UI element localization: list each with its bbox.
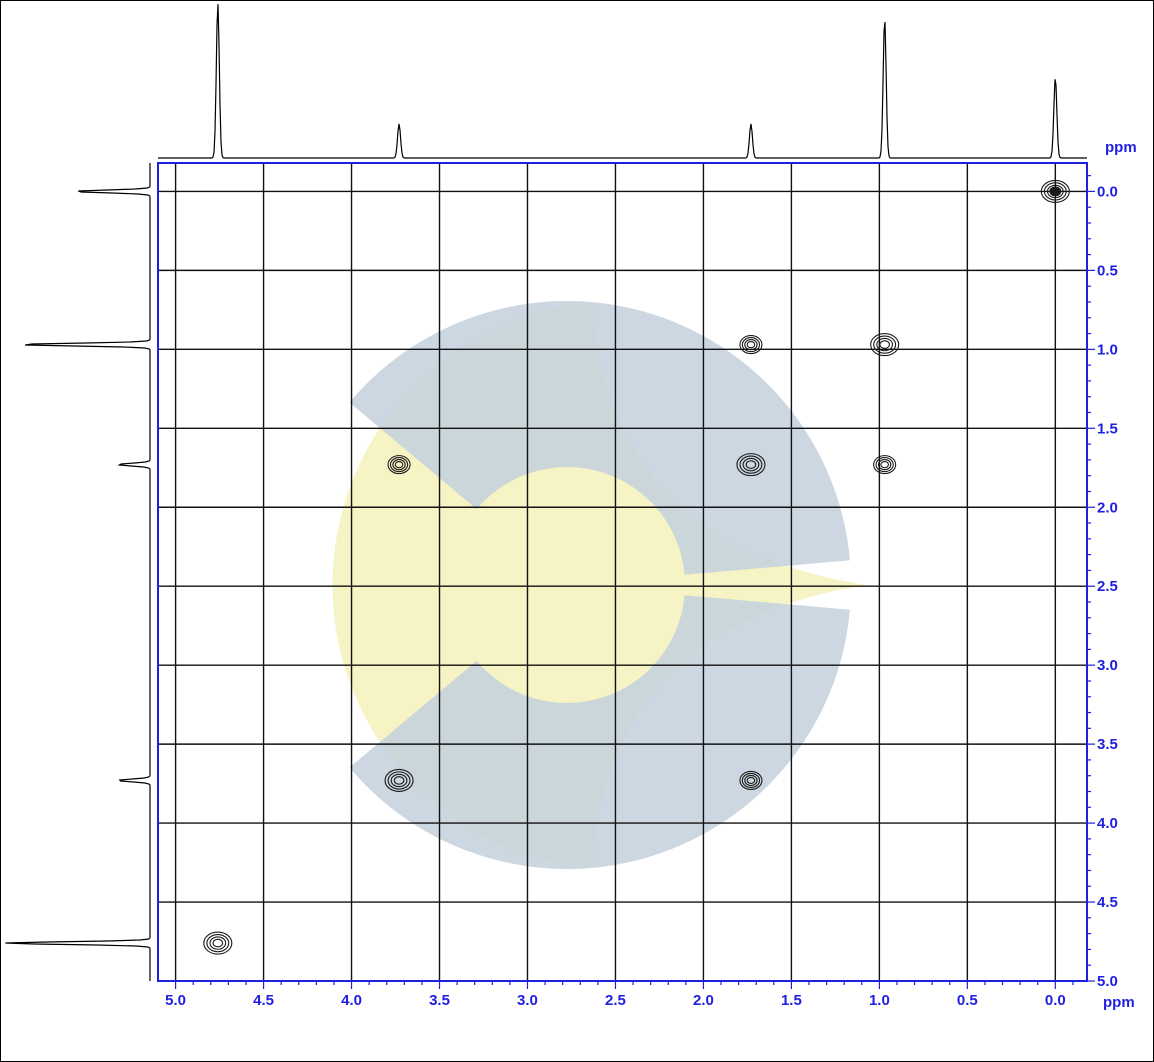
- top-projection-spectrum: [158, 4, 1087, 159]
- contour-ring: [744, 339, 758, 351]
- contour-ring: [741, 772, 761, 789]
- x-axis-unit-label: ppm: [1103, 994, 1135, 1011]
- contour-ring: [873, 335, 897, 354]
- cross-peaks: [203, 179, 1070, 955]
- contour-ring: [393, 776, 405, 785]
- contour-ring: [206, 933, 230, 953]
- y-axis-unit-label: ppm: [1105, 139, 1137, 156]
- x-tick-label: 3.5: [429, 992, 450, 1009]
- contour-ring: [880, 461, 889, 469]
- left-projection-spectrum: [5, 163, 151, 981]
- y-tick-label: 1.5: [1097, 420, 1118, 437]
- contour-ring: [736, 453, 766, 477]
- contour-ring: [387, 455, 411, 475]
- x-tick-label: 2.5: [605, 992, 626, 1009]
- y-tick-label: 3.0: [1097, 657, 1118, 674]
- axes: 5.0 4.5 4.0 3.5 3.0 2.5 2.0 1.5 1.0 0.5 0.0 0.0 0.5 1…: [165, 175, 1118, 1009]
- cross-peak: [384, 768, 414, 792]
- contour-ring: [876, 337, 894, 352]
- contour-ring: [212, 938, 224, 948]
- cross-peak: [870, 333, 900, 357]
- contour-ring: [384, 768, 414, 792]
- y-tick-label: 2.5: [1097, 578, 1118, 595]
- contour-ring: [742, 457, 760, 472]
- cross-peak: [1040, 179, 1070, 203]
- x-tick-label: 4.0: [341, 992, 362, 1009]
- contour-ring: [1043, 182, 1067, 201]
- contour-ring: [739, 335, 763, 355]
- x-tick-label: 5.0: [165, 992, 186, 1009]
- contour-core: [1049, 186, 1062, 197]
- contour-ring: [746, 776, 756, 785]
- contour-ring: [875, 457, 894, 473]
- y-tick-label: 5.0: [1097, 973, 1118, 990]
- contour-ring: [879, 340, 890, 349]
- x-tick-label: 4.5: [253, 992, 274, 1009]
- y-tick-label: 4.0: [1097, 815, 1118, 832]
- contour-ring: [877, 459, 892, 471]
- contour-ring: [1040, 179, 1070, 203]
- contour-ring: [390, 773, 408, 788]
- plot-border: [157, 162, 1088, 982]
- contour-ring: [739, 455, 763, 474]
- contour-ring: [209, 936, 227, 950]
- contour-ring: [744, 774, 758, 787]
- contour-ring: [394, 461, 404, 469]
- watermark-logo: [332, 300, 867, 869]
- contour-ring: [203, 931, 233, 955]
- cross-peak: [387, 455, 411, 475]
- watermark-blue-shape: [349, 300, 850, 869]
- contour-ring: [389, 457, 409, 473]
- cross-peak: [736, 453, 766, 477]
- contour-ring: [392, 459, 406, 471]
- cross-peak: [873, 455, 897, 475]
- grid: [158, 163, 1087, 982]
- y-tick-label: 1.0: [1097, 341, 1118, 358]
- cross-peak: [739, 335, 763, 355]
- contour-ring: [1046, 184, 1064, 199]
- x-tick-label: 0.5: [957, 992, 978, 1009]
- cross-peak: [739, 770, 763, 790]
- contour-ring: [741, 337, 761, 353]
- y-tick-label: 0.0: [1097, 183, 1118, 200]
- contour-ring: [739, 770, 763, 790]
- contour-ring: [387, 771, 411, 790]
- x-tick-label: 2.0: [693, 992, 714, 1009]
- x-tick-label: 3.0: [517, 992, 538, 1009]
- y-tick-label: 0.5: [1097, 262, 1118, 279]
- contour-ring: [873, 455, 897, 475]
- y-tick-label: 4.5: [1097, 894, 1118, 911]
- contour-ring: [746, 340, 756, 349]
- x-tick-label: 1.5: [781, 992, 802, 1009]
- contour-ring: [870, 333, 900, 357]
- y-tick-label: 3.5: [1097, 736, 1118, 753]
- cross-peak: [203, 931, 233, 955]
- contour-ring: [745, 460, 757, 469]
- x-tick-label: 0.0: [1045, 992, 1066, 1009]
- x-tick-label: 1.0: [869, 992, 890, 1009]
- y-tick-label: 2.0: [1097, 499, 1118, 516]
